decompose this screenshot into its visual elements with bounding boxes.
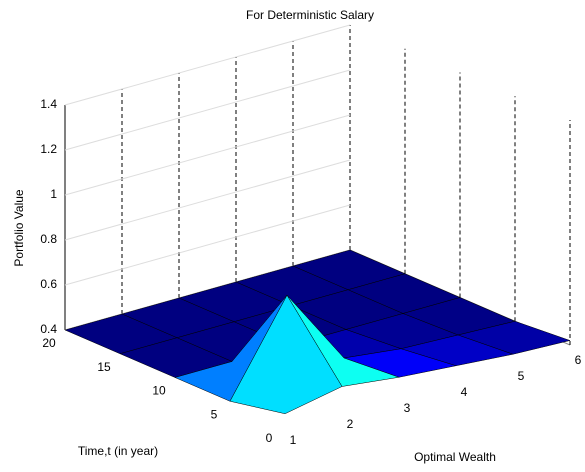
grid-line [64, 114, 351, 196]
z-tick-label: 1 [50, 187, 57, 201]
x-tick-label: 5 [518, 369, 525, 383]
grid-line [64, 159, 351, 241]
y-tick-label: 5 [211, 407, 218, 421]
y-tick-label: 15 [97, 360, 111, 374]
z-axis-label: Portfolio Value [12, 189, 26, 266]
z-tick-label: 1.4 [40, 97, 57, 111]
grid-line [64, 204, 351, 286]
x-tick-label: 3 [404, 401, 411, 415]
x-tick-label: 2 [347, 417, 354, 431]
surface-face [229, 294, 343, 415]
x-tick-label: 4 [461, 385, 468, 399]
y-tick-label: 10 [152, 384, 166, 398]
y-axis-label: Time,t (in year) [78, 444, 158, 458]
y-tick-label: 20 [42, 336, 56, 350]
z-tick-label: 0.4 [40, 322, 57, 336]
grid-line [64, 69, 351, 151]
z-tick-label: 1.2 [40, 142, 57, 156]
x-tick-label: 6 [575, 353, 582, 367]
grid-line [64, 24, 351, 106]
x-tick-label: 1 [290, 433, 297, 447]
y-tick-label: 0 [266, 431, 273, 445]
z-tick-label: 0.8 [40, 232, 57, 246]
x-axis-label: Optimal Wealth [414, 450, 496, 464]
chart-title: For Deterministic Salary [246, 8, 374, 22]
z-tick-label: 0.6 [40, 277, 57, 291]
